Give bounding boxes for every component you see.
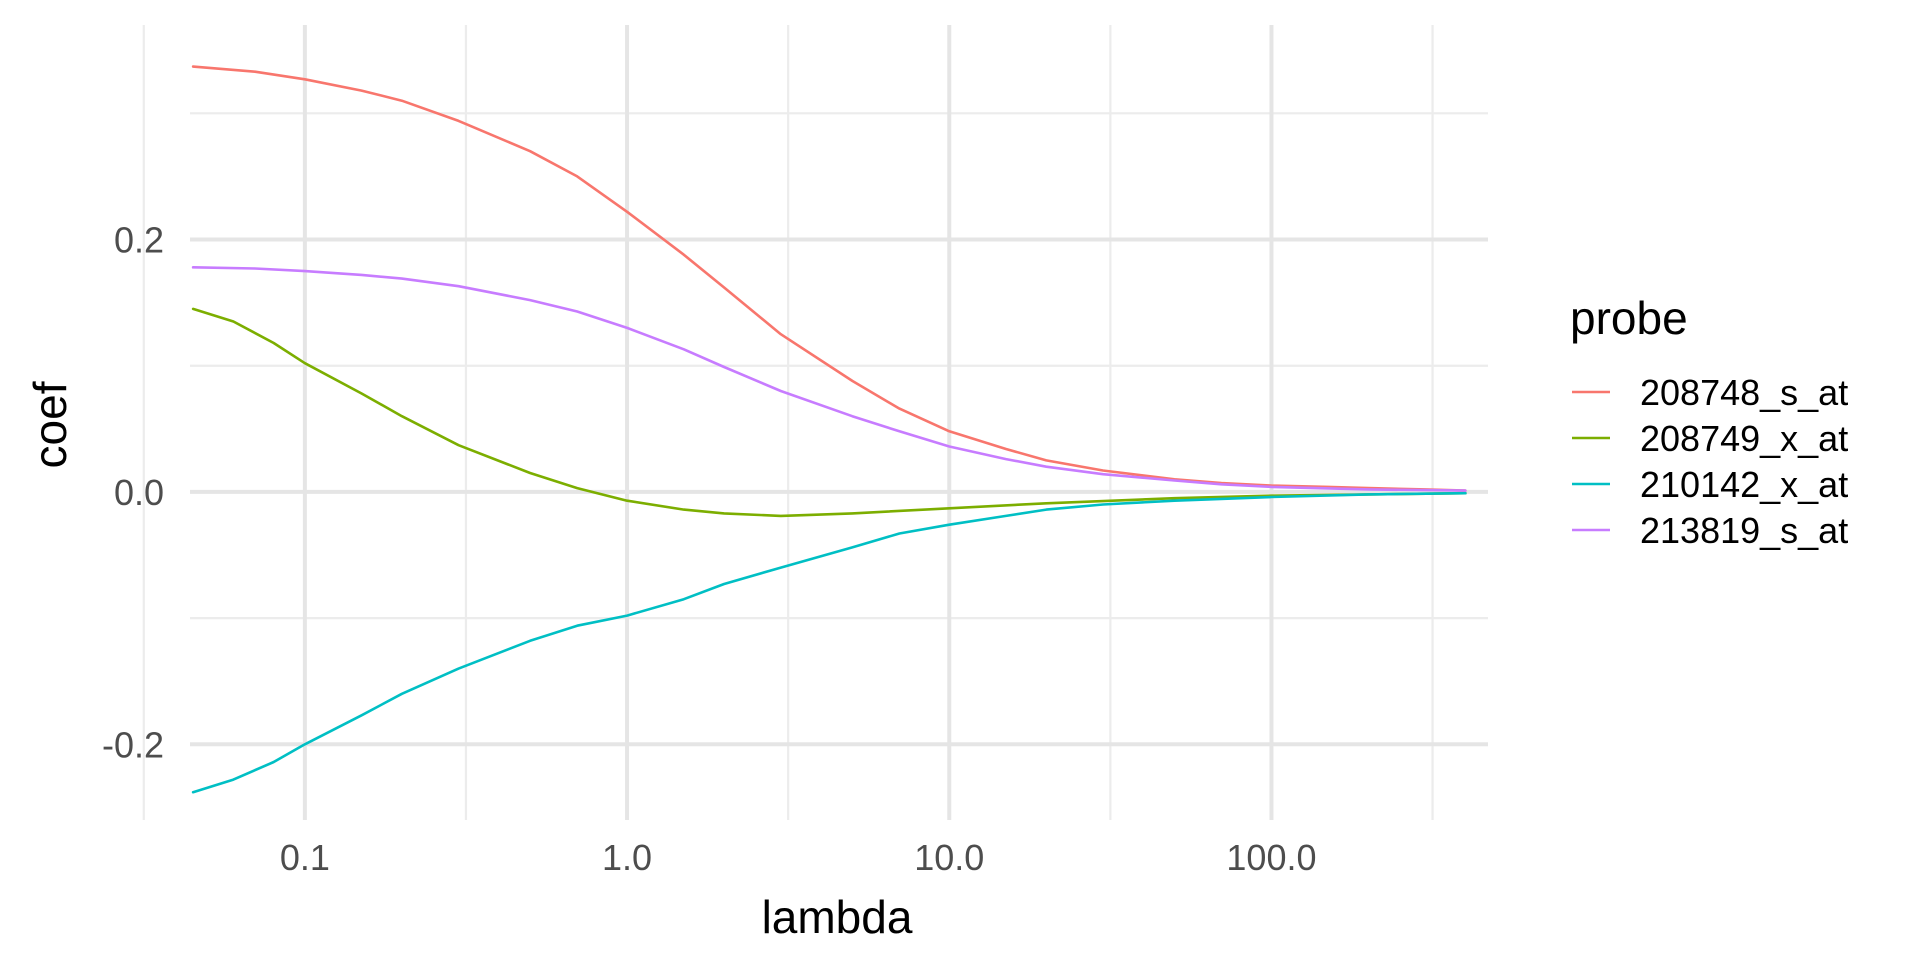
x-tick-label: 100.0 — [1226, 837, 1316, 878]
y-axis-title: coef — [24, 381, 76, 468]
y-tick-label: 0.0 — [114, 472, 164, 513]
x-tick-label: 10.0 — [914, 837, 984, 878]
legend-item-label: 208749_x_at — [1640, 418, 1848, 459]
x-tick-label: 0.1 — [280, 837, 330, 878]
y-tick-label: -0.2 — [102, 724, 164, 765]
legend-item: 213819_s_at — [1572, 510, 1848, 551]
x-axis-tick-labels: 0.1 1.0 10.0 100.0 — [280, 837, 1317, 878]
legend-item-label: 208748_s_at — [1640, 372, 1848, 413]
series-line-208749_x_at — [191, 307, 1467, 518]
series-line-213819_s_at — [191, 266, 1467, 492]
legend-item-label: 210142_x_at — [1640, 464, 1848, 505]
major-gridlines — [190, 25, 1488, 820]
series-line-208748_s_at — [191, 65, 1467, 492]
y-tick-label: 0.2 — [114, 220, 164, 261]
legend-item: 208748_s_at — [1572, 372, 1848, 413]
legend-item-label: 213819_s_at — [1640, 510, 1848, 551]
series-line-210142_x_at — [191, 491, 1467, 794]
x-tick-label: 1.0 — [602, 837, 652, 878]
series-lines — [191, 65, 1467, 794]
minor-gridlines — [142, 25, 1488, 820]
legend-item: 208749_x_at — [1572, 418, 1848, 459]
x-axis-title: lambda — [762, 891, 913, 943]
y-axis-tick-labels: -0.2 0.0 0.2 — [102, 220, 164, 766]
legend: probe 208748_s_at208749_x_at210142_x_at2… — [1570, 292, 1848, 551]
legend-title: probe — [1570, 292, 1688, 344]
legend-item: 210142_x_at — [1572, 464, 1848, 505]
legend-items: 208748_s_at 208749_x_at 210142_x_at 213819_… — [1572, 372, 1848, 551]
